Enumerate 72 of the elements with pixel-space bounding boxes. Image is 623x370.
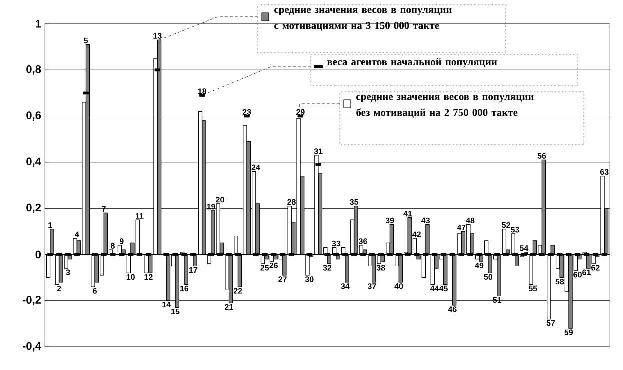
x-tick-label: 47 [457,224,466,230]
x-tick-label: 33 [332,240,341,247]
y-tick-label: 0,4 [26,158,42,168]
x-tick-label: 61 [582,270,591,276]
x-tick-label: 46 [448,306,457,312]
x-tick-label: 41 [404,211,412,217]
x-tick-label: 56 [538,153,546,159]
x-tick-label: 40 [394,284,404,290]
x-tick-label: 63 [600,169,609,176]
x-tick-label: 28 [288,199,296,206]
x-tick-label: 15 [172,308,180,315]
y-tick-label: 0 [36,250,42,259]
y-tick-label: 0,8 [26,65,42,75]
x-tick-label: 48 [466,218,475,224]
x-tick-label: 35 [350,199,359,206]
legend-label: веса агентов начальной популяции [327,58,498,68]
x-tick-label: 22 [234,288,242,294]
x-tick-label: 53 [511,227,520,233]
x-tick-label: 58 [556,278,564,285]
x-tick-label: 11 [136,213,144,219]
x-tick-label: 43 [422,218,430,224]
x-tick-label: 5 [84,38,88,44]
x-tick-label: 16 [180,286,189,292]
x-tick-label: 55 [528,286,538,292]
y-tick-label: -0,2 [22,296,42,306]
x-tick-label: 2 [57,286,62,292]
x-tick-label: 57 [546,320,556,326]
x-tick-label: 24 [252,164,260,170]
x-tick-label: 14 [162,302,171,308]
x-tick-label: 13 [154,33,162,39]
x-tick-label: 62 [592,265,600,271]
x-tick-label: 36 [359,238,368,244]
x-tick-label: 12 [144,274,153,280]
x-tick-label: 1 [48,222,52,228]
x-tick-label: 32 [323,265,332,271]
x-tick-label: 42 [412,232,422,238]
y-tick-label: 0,6 [26,112,42,121]
x-tick-label: 21 [225,304,234,310]
x-tick-label: 19 [207,204,216,210]
x-tick-label: 29 [296,109,305,116]
legend-label: средние значения весов в популяции с мотивациями на 3 150 000 такте [274,8,452,31]
legend-label: средние значения весов в популяции без мотиваций на 2 750 000 такте [356,95,534,118]
x-tick-label: 34 [341,284,350,290]
x-tick-label: 37 [368,284,376,290]
x-tick-label: 50 [484,274,493,280]
x-tick-label: 49 [475,262,484,268]
x-tick-label: 4 [75,232,80,238]
x-tick-label: 9 [120,238,124,244]
x-tick-label: 45 [439,286,448,292]
x-tick-label: 8 [110,243,115,249]
x-tick-label: 6 [93,288,97,294]
x-tick-label: 23 [242,109,252,116]
y-tick-label: -0,4 [22,342,42,352]
x-tick-label: 31 [314,148,323,154]
x-tick-label: 20 [216,197,224,203]
y-tick-label: 1 [36,20,42,28]
x-tick-label: 39 [386,218,394,224]
x-tick-label: 30 [305,276,314,282]
x-tick-label: 54 [520,246,529,252]
x-tick-label: 60 [574,272,582,278]
y-tick-label: 0,2 [26,204,42,214]
x-tick-label: 52 [502,222,510,228]
x-tick-label: 26 [270,262,278,268]
x-tick-label: 38 [376,265,386,271]
x-tick-label: 27 [278,276,287,282]
x-tick-label: 44 [430,286,440,292]
x-tick-label: 17 [189,267,198,273]
x-tick-label: 10 [126,274,135,280]
x-tick-label: 25 [260,265,270,271]
x-tick-label: 59 [564,330,574,336]
x-tick-label: 3 [66,270,70,276]
x-tick-label: 18 [198,88,207,94]
